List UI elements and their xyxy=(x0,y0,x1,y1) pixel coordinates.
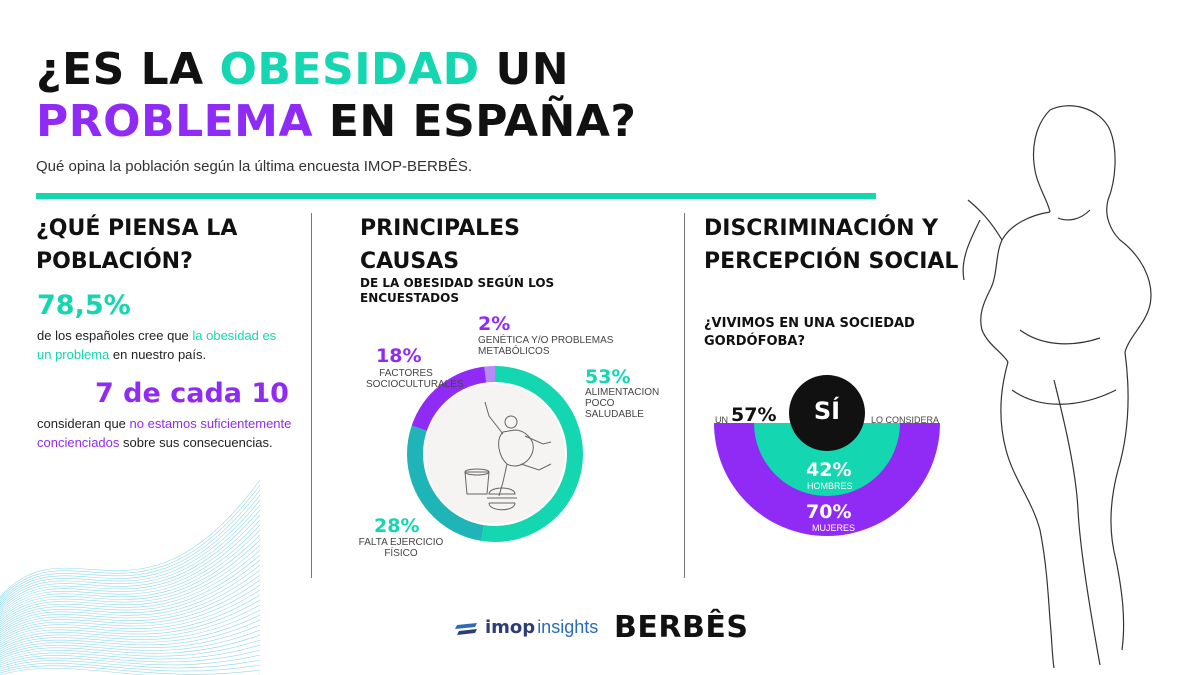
donut-slice-1 xyxy=(407,366,583,542)
column-divider-2 xyxy=(684,213,685,578)
section3-title: DISCRIMINACIÓN Y PERCEPCIÓN SOCIAL xyxy=(704,216,959,274)
slice-alimentacion-label: ALIMENTACION POCO SALUDABLE xyxy=(585,387,660,420)
slice-genetica-value: 2% xyxy=(478,313,511,335)
women-value: 70% xyxy=(806,501,852,523)
overall-value: 57% xyxy=(731,404,777,426)
section1-title: ¿QUÉ PIENSA LA POBLACIÓN? xyxy=(36,216,238,274)
section2-title: PRINCIPALES CAUSAS xyxy=(360,216,521,274)
stat1-text-pre: de los españoles cree que xyxy=(37,328,193,343)
stat2-text-pre: consideran que xyxy=(37,416,130,431)
stat1-text-post: en nuestro país. xyxy=(109,347,207,362)
section2-subtitle: DE LA OBESIDAD SEGÚN LOS ENCUESTADOS xyxy=(360,276,555,305)
donut-slice-3 xyxy=(407,366,583,542)
slice-socioculturales-label: FACTORES SOCIOCULTURALES xyxy=(366,368,464,390)
title-highlight-obesidad: OBESIDAD xyxy=(219,44,480,95)
imop-insights-logo: imop insights xyxy=(455,617,598,638)
title-line1-post: UN xyxy=(479,44,570,95)
gordofobia-semicircle-chart xyxy=(714,375,940,536)
causes-donut-chart xyxy=(407,366,583,542)
wave-lines-decoration xyxy=(0,479,260,675)
slice-genetica-label: GENÉTICA Y/O PROBLEMAS METABÓLICOS xyxy=(478,335,614,357)
title-line1-pre: ¿ES LA xyxy=(36,44,220,95)
woman-line-drawing xyxy=(962,105,1152,669)
imop-logo-light: insights xyxy=(537,617,599,637)
stat1-value: 78,5% xyxy=(37,290,131,321)
yes-label: SÍ xyxy=(813,397,841,425)
page-subtitle: Qué opina la población según la última e… xyxy=(36,158,473,175)
section3-subtitle: ¿VIVIMOS EN UNA SOCIEDAD GORDÓFOBA? xyxy=(704,316,915,349)
yes-circle xyxy=(789,375,865,451)
stat2-text-post: sobre sus consecuencias. xyxy=(119,435,273,450)
berbes-logo: BERBÊS xyxy=(614,610,749,645)
stat2-text: consideran que no estamos suficientement… xyxy=(37,414,297,452)
stat2-value: 7 de cada 10 xyxy=(95,378,289,409)
stat1-text-highlight: la obesidad es un problema xyxy=(37,328,277,362)
stat1-text: de los españoles cree que la obesidad es… xyxy=(37,326,277,364)
overall-pre-label: UN xyxy=(715,415,728,425)
title-divider xyxy=(36,193,876,199)
slice-ejercicio-value: 28% xyxy=(374,515,420,537)
slice-socioculturales-value: 18% xyxy=(376,345,422,367)
men-label: HOMBRES xyxy=(807,481,853,491)
stat2-text-highlight: no estamos suficientemente concienciados xyxy=(37,416,292,450)
title-highlight-problema: PROBLEMA xyxy=(36,96,314,147)
page-title: ¿ES LA OBESIDAD UN PROBLEMA EN ESPAÑA? xyxy=(36,44,636,148)
overall-post-label: LO CONSIDERA xyxy=(871,415,940,425)
slice-ejercicio-label: FALTA EJERCICIO FÍSICO xyxy=(358,537,444,559)
exercise-illustration xyxy=(464,401,552,511)
imop-logo-icon xyxy=(455,622,477,635)
donut-center xyxy=(425,384,565,524)
men-arc xyxy=(754,423,900,496)
column-divider-1 xyxy=(311,213,312,578)
men-value: 42% xyxy=(806,459,852,481)
imop-logo-bold: imop xyxy=(485,617,536,638)
slice-alimentacion-value: 53% xyxy=(585,366,631,388)
women-label: MUJERES xyxy=(812,523,856,533)
title-line2-post: EN ESPAÑA? xyxy=(313,96,637,147)
